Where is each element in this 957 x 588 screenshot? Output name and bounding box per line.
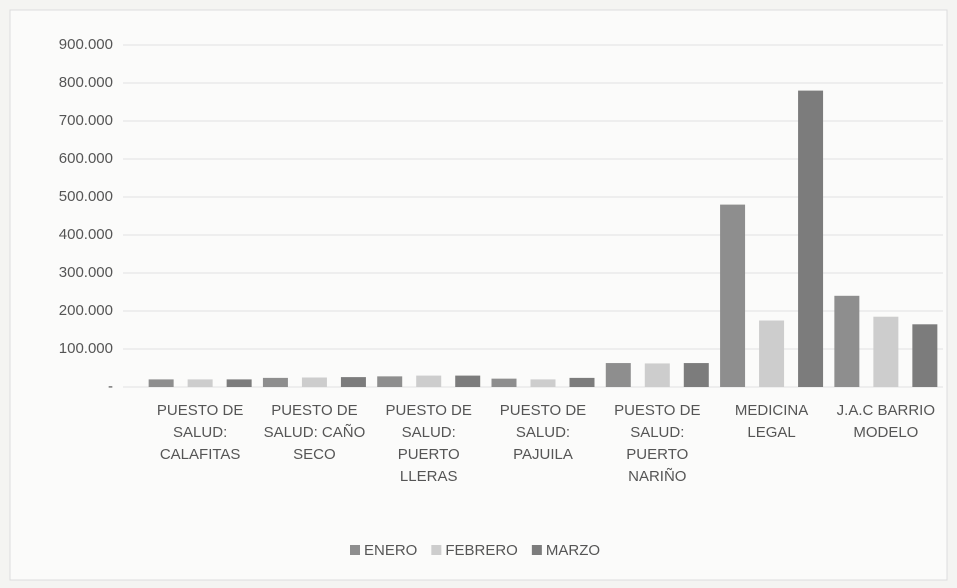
legend-label: ENERO bbox=[364, 542, 417, 559]
x-tick-label: MEDICINA LEGAL bbox=[734, 402, 809, 441]
bar bbox=[416, 375, 442, 387]
x-tick-label: PUESTO DE SALUD: CALAFITAS bbox=[156, 402, 244, 463]
bar bbox=[491, 378, 517, 387]
bar bbox=[720, 204, 746, 387]
legend-swatch bbox=[531, 545, 542, 555]
bar bbox=[530, 379, 556, 387]
legend-swatch bbox=[350, 545, 360, 555]
bar bbox=[912, 324, 938, 387]
y-tick-label: - bbox=[108, 378, 113, 395]
y-tick-label: 500.000 bbox=[59, 188, 113, 205]
y-tick-label: 300.000 bbox=[59, 264, 113, 281]
legend-label: FEBRERO bbox=[445, 542, 518, 559]
x-tick-label: PUESTO DE SALUD: PUERTO NARIÑO bbox=[614, 402, 701, 485]
bar bbox=[798, 90, 824, 387]
bar bbox=[834, 295, 860, 387]
y-tick-label: 100.000 bbox=[59, 340, 113, 357]
y-tick-label: 700.000 bbox=[59, 112, 113, 129]
x-tick-label: J.A.C BARRIO MODELO bbox=[836, 402, 936, 441]
y-tick-label: 400.000 bbox=[59, 226, 113, 243]
bar bbox=[644, 363, 670, 387]
bar bbox=[683, 363, 709, 387]
y-tick-label: 600.000 bbox=[59, 150, 113, 167]
x-tick-label: PUESTO DE SALUD: PUERTO LLERAS bbox=[385, 402, 472, 485]
bar bbox=[377, 376, 403, 387]
x-tick-label: PUESTO DE SALUD: PAJUILA bbox=[499, 402, 587, 463]
y-tick-label: 800.000 bbox=[59, 74, 113, 91]
y-tick-label: 200.000 bbox=[59, 302, 113, 319]
bar bbox=[873, 316, 899, 387]
bar bbox=[301, 377, 327, 387]
legend-label: MARZO bbox=[546, 542, 600, 559]
chart-frame bbox=[9, 9, 948, 581]
legend-swatch bbox=[431, 545, 442, 555]
x-tick-label: PUESTO DE SALUD: CAÑO SECO bbox=[263, 402, 366, 463]
bar bbox=[605, 363, 631, 387]
y-tick-label: 900.000 bbox=[59, 36, 113, 53]
bar bbox=[148, 379, 174, 387]
bar bbox=[226, 379, 252, 387]
bar bbox=[759, 320, 785, 387]
bar bbox=[187, 379, 213, 387]
bar bbox=[340, 377, 366, 387]
bar bbox=[569, 377, 595, 387]
bar bbox=[262, 377, 288, 387]
bar bbox=[455, 375, 481, 387]
